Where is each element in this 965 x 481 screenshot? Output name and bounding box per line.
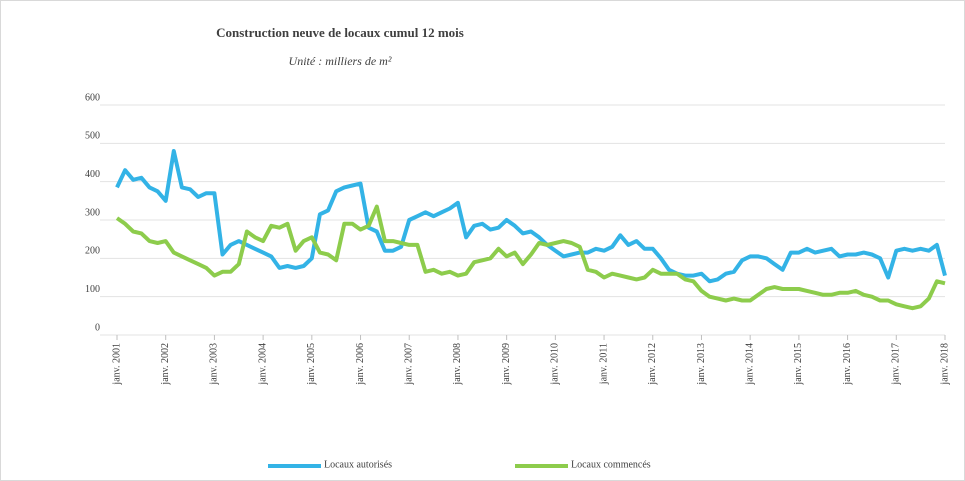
x-tick-label: janv. 2014 [744,343,755,386]
y-tick-label: 500 [85,131,100,142]
series-line [115,204,946,311]
x-tick-label: janv. 2001 [111,343,122,386]
x-tick-label: janv. 2017 [891,343,902,386]
y-tick-label: 300 [85,207,100,218]
x-tick-label: janv. 2009 [501,343,512,386]
x-tick-label: janv. 2006 [355,343,366,386]
legend-label: Locaux commencés [571,459,651,470]
x-tick-label: janv. 2005 [306,343,317,386]
x-tick-label: janv. 2003 [209,343,220,386]
x-tick-label: janv. 2011 [598,343,609,385]
x-tick-label: janv. 2013 [696,343,707,386]
x-tick-label: janv. 2010 [550,343,561,386]
chart-subtitle: Unité : milliers de m² [289,54,392,68]
x-tick-label: janv. 2012 [647,343,658,386]
x-tick-label: janv. 2002 [160,343,171,386]
y-tick-label: 100 [85,284,100,295]
x-tick-label: janv. 2004 [257,343,268,386]
x-tick-label: janv. 2007 [404,343,415,386]
x-tick-label: janv. 2008 [452,343,463,386]
series-line [115,149,947,284]
x-tick-label: janv. 2018 [939,343,950,386]
y-tick-label: 400 [85,169,100,180]
legend-label: Locaux autorisés [324,459,392,470]
y-tick-label: 200 [85,246,100,257]
y-tick-label: 0 [95,322,100,333]
x-tick-label: janv. 2015 [793,343,804,386]
y-tick-label: 600 [85,92,100,103]
x-tick-label: janv. 2016 [842,343,853,386]
chart-title: Construction neuve de locaux cumul 12 mo… [216,25,464,40]
